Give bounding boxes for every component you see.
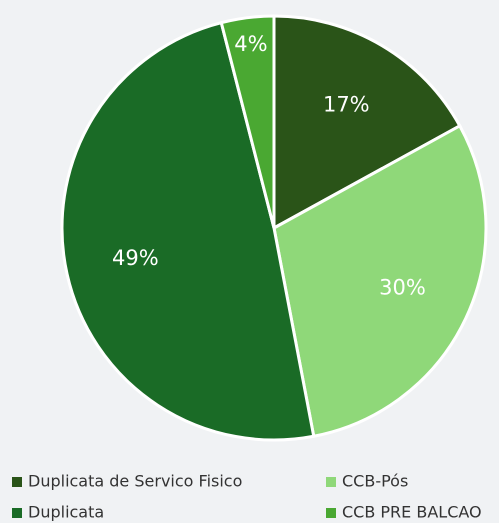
legend-label: Duplicata de Servico Fisico <box>28 472 242 491</box>
slice-label: 30% <box>379 275 426 299</box>
legend-swatch <box>326 508 336 518</box>
legend-label: Duplicata <box>28 503 104 522</box>
legend-label: CCB-Pós <box>342 472 408 491</box>
slice-label: 4% <box>234 32 267 56</box>
legend-swatch <box>12 508 22 518</box>
pie-slice <box>272 123 488 439</box>
pie-slice <box>60 20 316 442</box>
slice-label: 17% <box>323 93 370 117</box>
legend-swatch <box>12 477 22 487</box>
legend-swatch <box>326 477 336 487</box>
pie-slice <box>219 14 276 229</box>
legend-label: CCB PRE BALCAO <box>342 503 482 522</box>
slice-label: 49% <box>112 246 159 270</box>
pie-slice <box>272 14 462 231</box>
